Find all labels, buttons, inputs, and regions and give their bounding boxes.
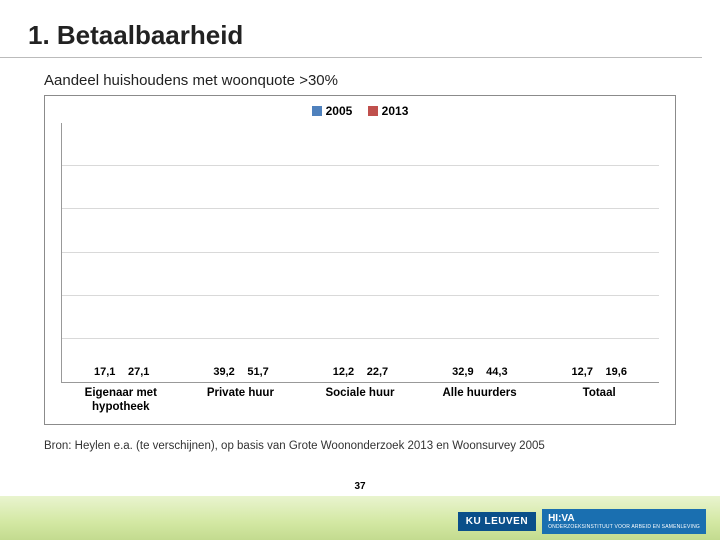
bar-value-label: 12,2 xyxy=(333,366,354,378)
footer-logos: KU LEUVEN HI:VA ONDERZOEKSINSTITUUT VOOR… xyxy=(458,509,706,534)
bar-chart: 2005 2013 17,1 27,1 39,2 51,7 12,2 22,7 32,9 44… xyxy=(44,95,676,425)
legend-item-2013: 2013 xyxy=(368,104,409,118)
x-axis-label: Eigenaar methypotheek xyxy=(67,387,175,415)
grid-line xyxy=(62,208,659,209)
hiva-logo-sub: ONDERZOEKSINSTITUUT VOOR ARBEID EN SAMEN… xyxy=(548,524,700,530)
x-axis-labels: Eigenaar methypotheek Private huur Sociale… xyxy=(61,387,659,415)
grid-line xyxy=(62,338,659,339)
slide-title: 1. Betaalbaarheid xyxy=(0,0,702,58)
source-citation: Bron: Heylen e.a. (te verschijnen), op b… xyxy=(0,425,720,455)
x-axis-label: Alle huurders xyxy=(426,387,534,415)
bar-value-label: 51,7 xyxy=(247,366,268,378)
grid-line xyxy=(62,165,659,166)
bar-value-label: 39,2 xyxy=(213,366,234,378)
legend-item-2005: 2005 xyxy=(312,104,353,118)
hiva-logo-main: HI:VA xyxy=(548,513,574,524)
hiva-logo: HI:VA ONDERZOEKSINSTITUUT VOOR ARBEID EN… xyxy=(542,509,706,534)
x-axis-label: Totaal xyxy=(545,387,653,415)
bar-value-label: 32,9 xyxy=(452,366,473,378)
grid-line xyxy=(62,252,659,253)
grid-line xyxy=(62,295,659,296)
bar-value-label: 19,6 xyxy=(606,366,627,378)
bar-value-label: 17,1 xyxy=(94,366,115,378)
bar-value-label: 22,7 xyxy=(367,366,388,378)
plot-area: 17,1 27,1 39,2 51,7 12,2 22,7 32,9 44,3 12,7 19,6 xyxy=(61,123,659,383)
legend-label-2013: 2013 xyxy=(382,104,409,118)
legend-label-2005: 2005 xyxy=(326,104,353,118)
legend-swatch-2013 xyxy=(368,106,378,116)
x-axis-label: Sociale huur xyxy=(306,387,414,415)
legend-swatch-2005 xyxy=(312,106,322,116)
chart-subtitle: Aandeel huishoudens met woonquote >30% xyxy=(0,58,720,89)
ku-leuven-logo: KU LEUVEN xyxy=(458,512,536,531)
page-number: 37 xyxy=(354,481,365,492)
bars-container: 17,1 27,1 39,2 51,7 12,2 22,7 32,9 44,3 12,7 19,6 xyxy=(62,123,659,382)
bar-value-label: 12,7 xyxy=(572,366,593,378)
x-axis-label: Private huur xyxy=(187,387,295,415)
chart-legend: 2005 2013 xyxy=(55,104,665,123)
bar-value-label: 27,1 xyxy=(128,366,149,378)
bar-value-label: 44,3 xyxy=(486,366,507,378)
